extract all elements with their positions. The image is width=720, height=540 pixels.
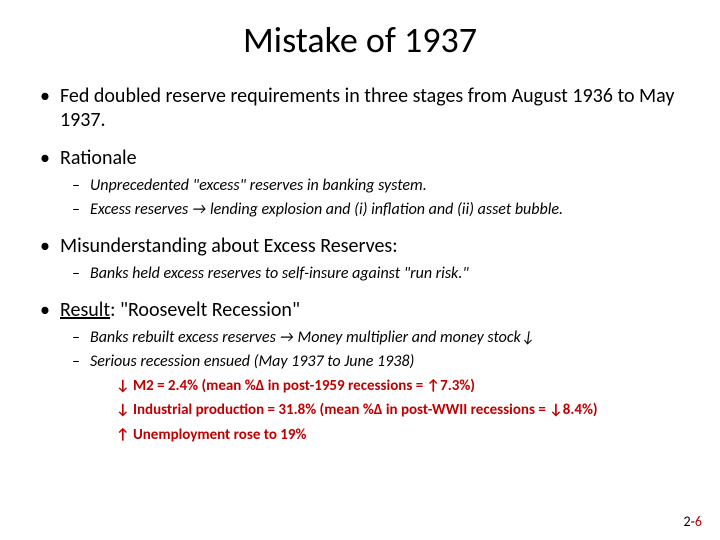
stat-2: ↓ Industrial production = 31.8% (mean %Δ…	[60, 400, 688, 420]
bullet-3-sublist: Banks held excess reserves to self-insur…	[60, 264, 688, 284]
bullet-2-text: Rationale	[60, 146, 137, 170]
bullet-4-sub-1: Banks rebuilt excess reserves → Money mu…	[60, 328, 688, 348]
bullet-4-sublist: Banks rebuilt excess reserves → Money mu…	[60, 328, 688, 372]
bullet-list: Fed doubled reserve requirements in thre…	[32, 84, 688, 445]
bullet-2-sub-2: Excess reserves → lending explosion and …	[60, 200, 688, 220]
bullet-1-text: Fed doubled reserve requirements in thre…	[60, 84, 674, 132]
slide-footer: 2-6	[684, 513, 703, 530]
stat-1: ↓ M2 = 2.4% (mean %Δ in post-1959 recess…	[60, 376, 688, 396]
bullet-3: Misunderstanding about Excess Reserves: …	[32, 234, 688, 284]
slide-container: Mistake of 1937 Fed doubled reserve requ…	[0, 0, 720, 540]
bullet-3-text: Misunderstanding about Excess Reserves:	[60, 234, 398, 258]
bullet-2-sublist: Unprecedented "excess" reserves in banki…	[60, 176, 688, 220]
footer-prefix: 2-	[684, 513, 695, 530]
bullet-4-sub-2: Serious recession ensued (May 1937 to Ju…	[60, 352, 688, 372]
bullet-4-rest: : "Roosevelt Recession"	[110, 298, 300, 322]
bullet-1: Fed doubled reserve requirements in thre…	[32, 84, 688, 132]
bullet-4-label: Result	[60, 298, 110, 322]
slide-title: Mistake of 1937	[92, 18, 628, 62]
bullet-2-sub-1: Unprecedented "excess" reserves in banki…	[60, 176, 688, 196]
bullet-3-sub-1: Banks held excess reserves to self-insur…	[60, 264, 688, 284]
stat-3: ↑ Unemployment rose to 19%	[60, 425, 688, 445]
bullet-4: Result: "Roosevelt Recession" Banks rebu…	[32, 298, 688, 445]
bullet-2: Rationale Unprecedented "excess" reserve…	[32, 146, 688, 220]
footer-page-no: 6	[695, 513, 702, 530]
